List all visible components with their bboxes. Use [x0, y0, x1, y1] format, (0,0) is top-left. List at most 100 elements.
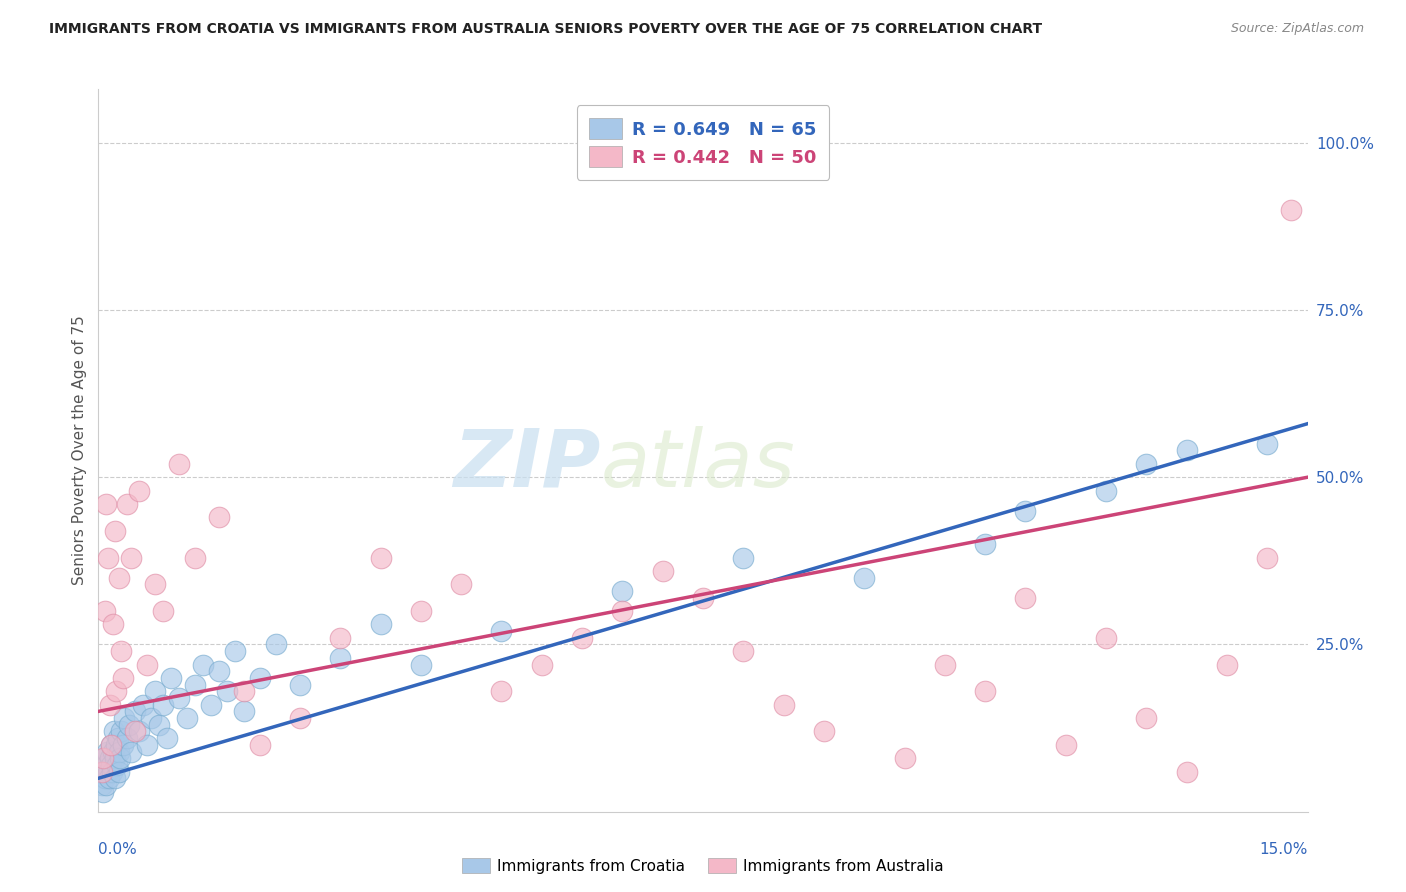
Point: [1175, 443, 1198, 458]
Point: [1256, 436, 1278, 450]
Point: [100, 758, 122, 772]
Point: [152, 698, 174, 712]
Point: [329, 651, 352, 665]
Point: [1054, 738, 1077, 752]
Point: [329, 631, 352, 645]
Point: [208, 510, 231, 524]
Point: [120, 550, 142, 565]
Point: [132, 698, 155, 712]
Point: [184, 678, 207, 692]
Point: [94, 604, 117, 618]
Point: [115, 497, 138, 511]
Point: [1135, 457, 1157, 471]
Point: [200, 698, 222, 712]
Point: [101, 764, 124, 779]
Point: [105, 738, 128, 752]
Point: [111, 671, 134, 685]
Point: [772, 698, 794, 712]
Point: [232, 684, 254, 698]
Point: [217, 684, 239, 698]
Point: [1135, 711, 1157, 725]
Point: [108, 764, 131, 779]
Point: [167, 457, 190, 471]
Point: [176, 711, 198, 725]
Text: ZIP: ZIP: [453, 425, 600, 504]
Point: [94, 778, 117, 792]
Point: [110, 724, 132, 739]
Point: [651, 564, 673, 578]
Point: [1281, 202, 1303, 217]
Point: [104, 771, 127, 786]
Point: [93, 751, 115, 765]
Point: [160, 671, 183, 685]
Point: [1175, 764, 1198, 779]
Point: [370, 617, 392, 632]
Point: [148, 717, 170, 731]
Point: [112, 711, 135, 725]
Point: [91, 751, 114, 765]
Text: Source: ZipAtlas.com: Source: ZipAtlas.com: [1230, 22, 1364, 36]
Point: [974, 537, 997, 551]
Text: IMMIGRANTS FROM CROATIA VS IMMIGRANTS FROM AUSTRALIA SENIORS POVERTY OVER THE AG: IMMIGRANTS FROM CROATIA VS IMMIGRANTS FR…: [49, 22, 1042, 37]
Point: [120, 744, 142, 758]
Point: [1095, 483, 1118, 498]
Point: [974, 684, 997, 698]
Point: [1014, 591, 1036, 605]
Legend: R = 0.649   N = 65, R = 0.442   N = 50: R = 0.649 N = 65, R = 0.442 N = 50: [576, 105, 830, 179]
Point: [100, 738, 122, 752]
Point: [530, 657, 553, 672]
Point: [491, 624, 513, 639]
Point: [224, 644, 246, 658]
Point: [90, 764, 112, 779]
Point: [139, 711, 162, 725]
Point: [96, 744, 118, 758]
Point: [370, 550, 392, 565]
Point: [97, 771, 120, 786]
Point: [110, 644, 132, 658]
Point: [94, 771, 117, 786]
Point: [97, 764, 120, 779]
Point: [105, 684, 128, 698]
Point: [135, 738, 157, 752]
Point: [98, 751, 121, 765]
Point: [249, 738, 271, 752]
Point: [450, 577, 472, 591]
Point: [167, 690, 190, 705]
Point: [100, 738, 122, 752]
Point: [1095, 631, 1118, 645]
Point: [98, 698, 121, 712]
Point: [107, 571, 129, 585]
Point: [96, 497, 118, 511]
Point: [409, 657, 432, 672]
Point: [135, 657, 157, 672]
Point: [853, 571, 876, 585]
Point: [156, 731, 179, 746]
Text: atlas: atlas: [600, 425, 794, 504]
Point: [1216, 657, 1239, 672]
Point: [288, 678, 311, 692]
Point: [128, 483, 150, 498]
Y-axis label: Seniors Poverty Over the Age of 75: Seniors Poverty Over the Age of 75: [72, 316, 87, 585]
Point: [1014, 503, 1036, 517]
Point: [108, 751, 131, 765]
Point: [115, 731, 138, 746]
Point: [934, 657, 956, 672]
Point: [184, 550, 207, 565]
Point: [143, 684, 166, 698]
Point: [103, 724, 125, 739]
Point: [692, 591, 714, 605]
Point: [90, 778, 112, 792]
Point: [124, 705, 146, 719]
Point: [107, 731, 129, 746]
Point: [612, 604, 634, 618]
Point: [733, 550, 755, 565]
Point: [105, 758, 128, 772]
Point: [893, 751, 915, 765]
Point: [152, 604, 174, 618]
Point: [264, 637, 287, 651]
Point: [103, 751, 125, 765]
Point: [193, 657, 215, 672]
Point: [96, 758, 118, 772]
Point: [107, 744, 129, 758]
Point: [813, 724, 835, 739]
